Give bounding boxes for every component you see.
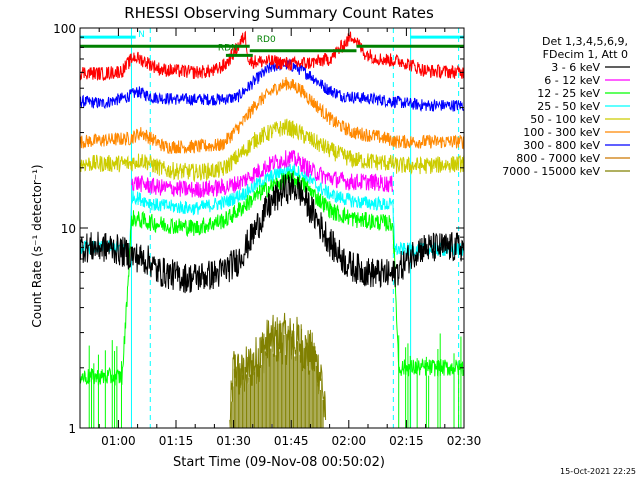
chart-title: RHESSI Observing Summary Count Rates	[124, 4, 434, 22]
y-tick-label: 1	[68, 422, 76, 436]
series-25-50-kev-trace	[79, 163, 465, 257]
axes: 01:00 01:15 01:30 01:45 02:00 02:15 02:30 1 10 10…	[53, 22, 481, 448]
legend-header: Det 1,3,4,5,6,9,	[542, 35, 628, 48]
x-tick-label: 02:30	[447, 434, 482, 448]
series-50-100-kev-trace	[79, 118, 465, 183]
series-7000-15000-kev-blocks	[231, 322, 324, 428]
x-tick-label: 01:15	[159, 434, 194, 448]
legend-header: FDecim 1, Att 0	[543, 48, 628, 61]
state-annotation-n: N	[138, 30, 145, 40]
series-100-300-kev-trace	[79, 76, 465, 155]
legend-entry-label: 3 - 6 keV	[551, 61, 600, 74]
legend-entry-label: 7000 - 15000 keV	[502, 165, 600, 178]
x-tick-label: 02:15	[389, 434, 424, 448]
legend-entry-label: 12 - 25 keV	[537, 87, 600, 100]
x-tick-label: 01:30	[216, 434, 251, 448]
legend: Det 1,3,4,5,6,9,FDecim 1, Att 03 - 6 keV…	[502, 35, 630, 178]
x-axis-label: Start Time (09-Nov-08 00:50:02)	[173, 455, 385, 470]
x-tick-label: 01:45	[274, 434, 309, 448]
legend-entry-label: 50 - 100 keV	[530, 113, 600, 126]
y-tick-label: 10	[61, 222, 76, 236]
state-annotation-rd0: RD0	[257, 35, 276, 45]
y-tick-label: 100	[53, 22, 76, 36]
legend-entry-label: 6 - 12 keV	[544, 74, 600, 87]
footer-timestamp: 15-Oct-2021 22:25	[560, 467, 636, 476]
series-3-6-kev-trace	[79, 172, 465, 294]
legend-entry-label: 25 - 50 keV	[537, 100, 600, 113]
top-red-trace	[79, 30, 465, 81]
x-tick-label: 02:00	[332, 434, 367, 448]
y-axis-label: Count Rate (s⁻¹ detector⁻¹)	[30, 164, 44, 327]
legend-entry-label: 100 - 300 keV	[523, 126, 600, 139]
x-tick-label: 01:00	[101, 434, 136, 448]
legend-entry-label: 800 - 7000 keV	[516, 152, 600, 165]
legend-entry-label: 300 - 800 keV	[523, 139, 600, 152]
series-6-12-kev-trace	[131, 149, 394, 198]
state-annotation-rdn: RDN	[218, 44, 238, 54]
series-12-25-kev-trace	[79, 170, 465, 386]
plot-area: N RD0 RDN	[79, 28, 465, 429]
